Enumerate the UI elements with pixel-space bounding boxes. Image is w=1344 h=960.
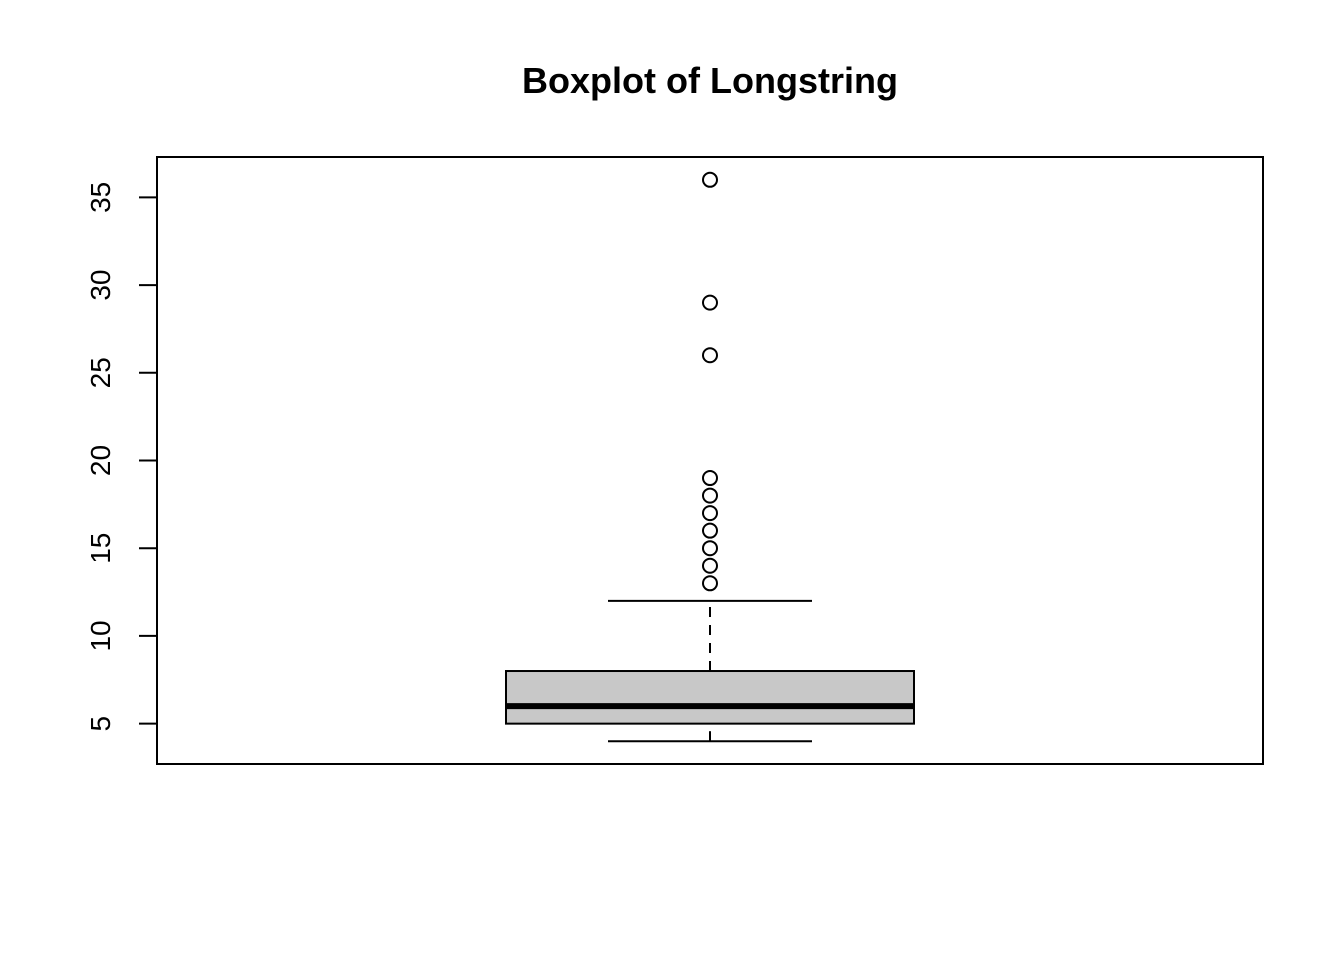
outlier-point <box>702 540 718 557</box>
outlier-point <box>702 347 718 364</box>
y-tick-label: 15 <box>85 533 116 564</box>
chart-title: Boxplot of Longstring <box>522 60 898 101</box>
interquartile-box <box>505 670 915 725</box>
y-tick-label: 10 <box>85 620 116 651</box>
y-tick-label: 25 <box>85 357 116 388</box>
outlier-point <box>702 294 718 311</box>
y-tick-label: 20 <box>85 445 116 476</box>
outlier-points <box>702 171 718 592</box>
outlier-point <box>702 171 718 188</box>
outlier-point <box>702 470 718 487</box>
outlier-point <box>702 505 718 522</box>
outlier-point <box>702 557 718 574</box>
outlier-point <box>702 487 718 504</box>
y-tick-label: 5 <box>85 716 116 732</box>
y-tick-label: 30 <box>85 269 116 300</box>
outlier-point <box>702 522 718 539</box>
outlier-point <box>702 575 718 592</box>
y-axis-ticks: 5 10 15 20 25 30 35 <box>85 182 157 732</box>
y-tick-label: 35 <box>85 182 116 213</box>
